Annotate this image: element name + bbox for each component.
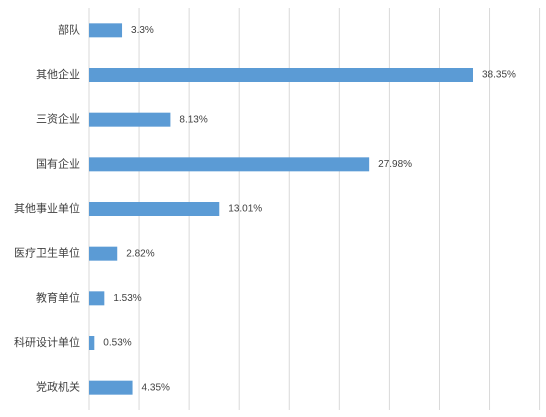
category-label: 国有企业 bbox=[36, 156, 80, 170]
bar bbox=[89, 291, 105, 306]
bar bbox=[89, 23, 123, 38]
bar bbox=[89, 157, 370, 172]
bar bbox=[89, 112, 171, 127]
bar bbox=[89, 246, 118, 261]
value-labels: 3.3% 38.35% 8.13% 27.98% 13.01% 2.82% 1.53% 0.5… bbox=[103, 25, 516, 393]
bar bbox=[89, 336, 95, 350]
value-label: 2.82% bbox=[126, 248, 154, 259]
value-label: 0.53% bbox=[103, 338, 131, 349]
category-label: 科研设计单位 bbox=[14, 335, 80, 349]
value-label: 8.13% bbox=[179, 114, 207, 125]
value-label: 13.01% bbox=[228, 204, 262, 215]
category-label: 党政机关 bbox=[36, 380, 80, 394]
category-label: 医疗卫生单位 bbox=[14, 246, 80, 260]
category-label: 其他企业 bbox=[36, 67, 80, 81]
category-label: 教育单位 bbox=[36, 290, 80, 304]
value-label: 27.98% bbox=[378, 159, 412, 170]
bar bbox=[89, 68, 473, 82]
value-label: 4.35% bbox=[142, 382, 170, 393]
value-label: 1.53% bbox=[113, 293, 141, 304]
bars bbox=[89, 23, 473, 395]
value-label: 3.3% bbox=[131, 25, 154, 36]
bar bbox=[89, 202, 220, 216]
value-label: 38.35% bbox=[482, 70, 516, 81]
category-label: 部队 bbox=[58, 22, 80, 36]
bar bbox=[89, 380, 133, 395]
category-label: 其他事业单位 bbox=[14, 201, 80, 215]
category-label: 三资企业 bbox=[36, 112, 80, 126]
